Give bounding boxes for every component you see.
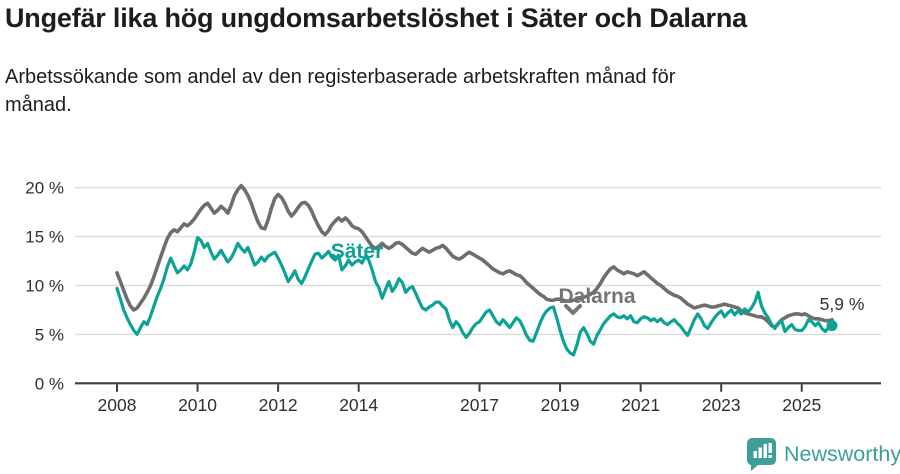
chart-title: Ungefär lika hög ungdomsarbetslöshet i S… — [5, 3, 747, 33]
newsworthy-pin-icon — [746, 438, 776, 471]
bar-3 — [763, 444, 767, 458]
chart-subtitle: Arbetssökande som andel av den registerb… — [5, 66, 676, 116]
dalarna-series-label: Dalarna — [558, 285, 635, 308]
x-tick-label-2012: 2012 — [259, 395, 298, 415]
exclamation-dot — [768, 455, 772, 458]
x-tick-label-2023: 2023 — [702, 395, 741, 415]
bar-1 — [753, 451, 757, 458]
sater-end-dot — [826, 320, 838, 332]
sater-series-label: Säter — [331, 240, 384, 263]
dalarna-pointer-chevron-icon — [564, 304, 582, 315]
x-tick-label-2008: 2008 — [98, 395, 137, 415]
y-tick-label-20: 20 % — [25, 179, 64, 198]
newsworthy-logo-text: Newsworthy — [784, 441, 900, 466]
end-value-label: 5,9 % — [820, 294, 865, 314]
x-tick-label-2010: 2010 — [178, 395, 217, 415]
bar-2 — [758, 447, 762, 458]
y-tick-label-15: 15 % — [25, 228, 64, 247]
x-tick-label-2025: 2025 — [782, 395, 821, 415]
newsworthy-logo: Newsworthy — [746, 436, 900, 472]
y-tick-label-0: 0 % — [35, 374, 64, 393]
x-tick-label-2014: 2014 — [339, 395, 378, 415]
y-tick-label-5: 5 % — [35, 325, 64, 344]
x-tick-label-2021: 2021 — [621, 395, 660, 415]
x-tick-label-2017: 2017 — [460, 395, 499, 415]
sater-line — [115, 236, 834, 357]
exclamation-bar — [768, 443, 772, 453]
x-tick-label-2019: 2019 — [541, 395, 580, 415]
y-tick-label-10: 10 % — [25, 277, 64, 296]
dalarna-line — [115, 183, 834, 330]
